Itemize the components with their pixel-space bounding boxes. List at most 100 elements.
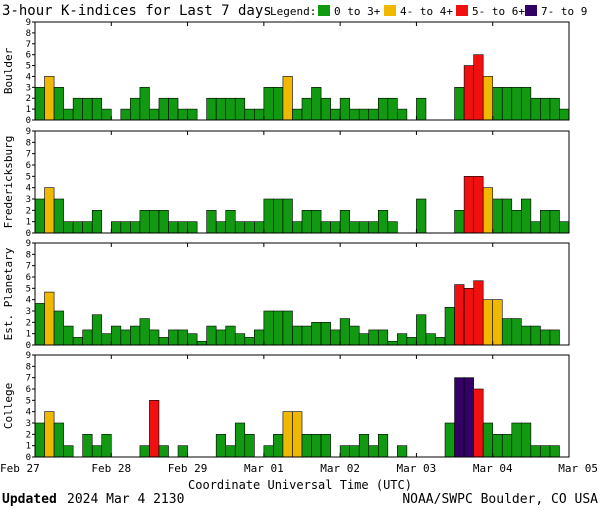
y-tick-label: 6 xyxy=(26,51,31,61)
legend-swatch xyxy=(384,5,396,16)
y-tick-label: 5 xyxy=(26,396,31,406)
kp-bar xyxy=(330,221,341,234)
y-tick-label: 5 xyxy=(26,172,31,182)
kp-bar xyxy=(263,445,274,458)
kp-bar xyxy=(463,65,474,121)
kp-bar xyxy=(120,329,131,346)
kp-bar xyxy=(225,210,236,234)
legend-item-label: 4- to 4+ xyxy=(400,5,453,18)
y-tick-label: 9 xyxy=(26,239,31,249)
kp-bar xyxy=(301,325,312,346)
y-tick-label: 3 xyxy=(26,195,31,205)
kp-bar xyxy=(482,299,494,346)
kp-bar xyxy=(82,329,93,346)
kp-bar xyxy=(349,221,360,234)
x-axis: Feb 27 Feb 28 Feb 29 Mar 01 Mar 02 Mar 03 Mar … xyxy=(0,462,598,475)
kp-bar xyxy=(511,318,522,346)
y-tick-label: 5 xyxy=(26,62,31,72)
x-tick-label: Feb 27 xyxy=(0,462,40,475)
kp-bar xyxy=(501,318,513,346)
kp-bar xyxy=(263,310,274,346)
kp-bar xyxy=(549,329,560,346)
kp-bar xyxy=(139,318,150,346)
kp-bar xyxy=(311,210,322,234)
kp-bar xyxy=(273,87,284,121)
kp-bar xyxy=(473,280,484,346)
kp-bar xyxy=(349,445,360,458)
kp-bar xyxy=(196,340,207,346)
kp-bar xyxy=(254,108,265,121)
y-tick-label: 3 xyxy=(26,83,31,93)
x-tick-label: Mar 01 xyxy=(244,462,284,475)
y-tick-label: 7 xyxy=(26,40,31,50)
kp-bar xyxy=(416,198,427,234)
kp-bar xyxy=(330,329,341,346)
kp-bar xyxy=(244,337,255,346)
panel-frame xyxy=(34,21,570,121)
y-tick-label: 1 xyxy=(26,218,31,228)
y-tick-label: 4 xyxy=(26,296,31,306)
panel-frame xyxy=(34,242,570,346)
kp-bar xyxy=(177,329,188,346)
kp-bar xyxy=(34,198,45,234)
kp-bar xyxy=(254,221,265,234)
kp-bar xyxy=(521,422,532,458)
y-tick-label: 4 xyxy=(26,72,31,82)
kp-bar xyxy=(282,310,293,346)
panel: 01 234 567 89 Fredericksburg xyxy=(2,127,570,239)
panel-title: College xyxy=(2,383,15,429)
kp-bar xyxy=(44,76,55,121)
kp-bar xyxy=(101,108,112,121)
kp-bar xyxy=(215,97,227,121)
kp-bar xyxy=(311,434,322,458)
x-tick-label: Mar 04 xyxy=(473,462,513,475)
kp-bar xyxy=(397,333,408,346)
y-tick-label: 2 xyxy=(26,318,31,328)
kp-bar xyxy=(301,210,312,234)
kp-bar xyxy=(139,87,150,121)
kp-bar xyxy=(320,97,331,121)
kp-bar xyxy=(282,76,293,121)
kp-bar xyxy=(234,422,246,458)
kp-bar xyxy=(492,87,503,121)
updated-value: 2024 Mar 4 2130 xyxy=(67,492,184,507)
y-tick-label: 8 xyxy=(26,29,31,39)
kp-bar xyxy=(263,198,274,234)
kp-bar xyxy=(91,445,103,458)
kp-bar xyxy=(82,434,93,458)
source-credit: NOAA/SWPC Boulder, CO USA xyxy=(402,492,598,507)
y-tick-label: 6 xyxy=(26,161,31,171)
y-tick-label: 3 xyxy=(26,419,31,429)
kp-bar xyxy=(177,445,188,458)
kp-bar xyxy=(282,198,293,234)
y-tick-label: 6 xyxy=(26,273,31,283)
kp-bar xyxy=(311,322,322,346)
kp-bar xyxy=(416,97,427,121)
kp-bar xyxy=(44,187,55,234)
kp-bar xyxy=(397,108,408,121)
y-tick-label: 7 xyxy=(26,150,31,160)
kp-bar xyxy=(225,445,236,458)
y-tick-label: 1 xyxy=(26,105,31,115)
kp-bar xyxy=(168,97,179,121)
kp-bar xyxy=(72,97,83,121)
kp-bar xyxy=(63,325,74,346)
kp-bar xyxy=(492,198,503,234)
kp-bar xyxy=(511,87,522,121)
y-tick-label: 0 xyxy=(26,341,31,351)
kp-bar xyxy=(177,108,188,121)
y-tick-label: 7 xyxy=(26,374,31,384)
y-tick-label: 4 xyxy=(26,408,31,418)
kp-bar xyxy=(349,325,360,346)
kp-bar xyxy=(397,445,408,458)
kp-bar xyxy=(339,318,350,346)
kp-bar xyxy=(225,97,236,121)
kp-bar xyxy=(130,325,141,346)
kp-bar xyxy=(206,210,217,234)
kp-bar xyxy=(53,198,64,234)
kp-bar xyxy=(301,434,312,458)
kp-bar xyxy=(63,221,74,234)
panel-title: Boulder xyxy=(2,47,15,94)
y-tick-label: 8 xyxy=(26,362,31,372)
